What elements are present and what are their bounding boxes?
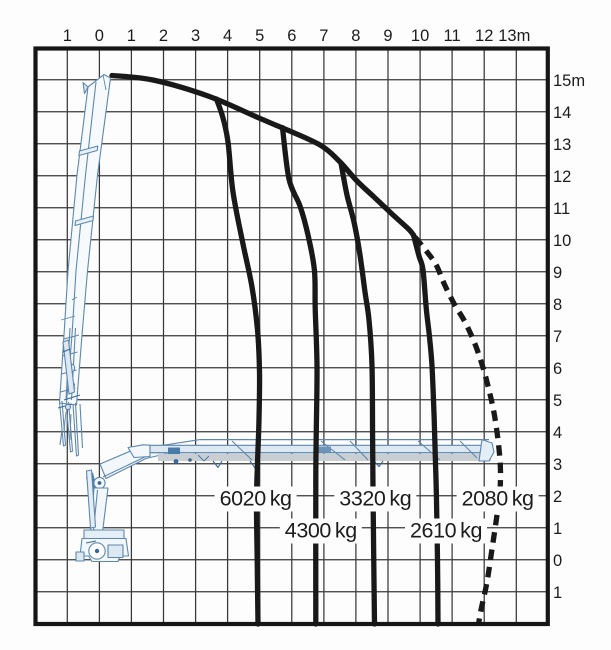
svg-text:10: 10 (411, 27, 429, 45)
svg-text:0: 0 (95, 27, 104, 45)
svg-text:1: 1 (127, 27, 136, 45)
svg-text:7: 7 (553, 328, 562, 346)
svg-text:4: 4 (553, 424, 562, 442)
svg-text:10: 10 (553, 232, 571, 250)
svg-text:4: 4 (223, 27, 232, 45)
svg-text:2610 kg: 2610 kg (410, 519, 482, 543)
svg-text:6020 kg: 6020 kg (220, 487, 292, 511)
svg-text:3: 3 (191, 27, 200, 45)
svg-text:11: 11 (553, 200, 570, 218)
svg-text:14: 14 (553, 104, 571, 122)
svg-text:1: 1 (553, 584, 562, 602)
svg-text:5: 5 (553, 392, 562, 410)
svg-text:3320 kg: 3320 kg (339, 487, 411, 511)
svg-text:8: 8 (553, 296, 562, 314)
svg-text:2: 2 (553, 488, 562, 506)
svg-text:6: 6 (287, 27, 296, 45)
svg-text:1: 1 (553, 520, 562, 538)
svg-text:0: 0 (553, 552, 562, 570)
svg-text:15m: 15m (553, 72, 585, 90)
svg-text:5: 5 (255, 27, 264, 45)
svg-text:11: 11 (444, 27, 461, 45)
svg-text:3: 3 (553, 456, 562, 474)
svg-text:2: 2 (159, 27, 168, 45)
svg-text:12: 12 (553, 168, 571, 186)
svg-text:9: 9 (553, 264, 562, 282)
svg-text:13m: 13m (498, 27, 530, 45)
svg-text:8: 8 (351, 27, 360, 45)
svg-text:6: 6 (553, 360, 562, 378)
svg-text:13: 13 (553, 136, 571, 154)
svg-text:12: 12 (475, 27, 493, 45)
svg-text:9: 9 (383, 27, 392, 45)
svg-text:1: 1 (63, 27, 72, 45)
svg-text:4300 kg: 4300 kg (285, 519, 357, 543)
svg-text:7: 7 (319, 27, 328, 45)
svg-text:2080 kg: 2080 kg (462, 487, 534, 511)
